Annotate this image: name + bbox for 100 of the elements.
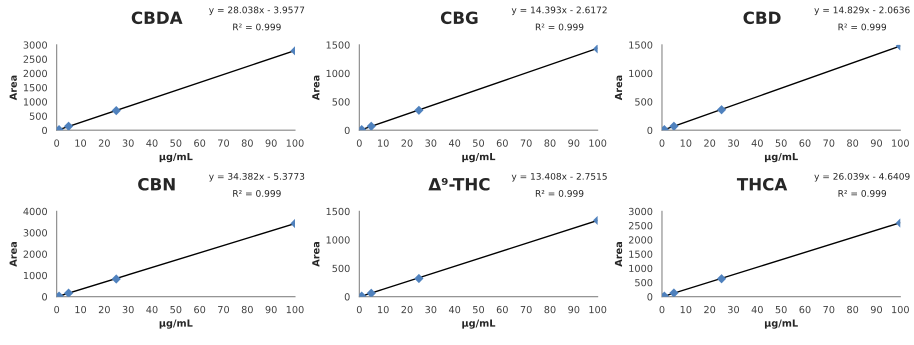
x-tick-label: 70 [823,306,834,314]
y-tick-label: 2500 [628,222,652,230]
y-tick-label: 1500 [629,250,652,258]
chart-title: CBD [744,11,781,24]
y-tick-label: 3000 [24,229,47,236]
x-tick-label: 90 [568,306,580,314]
x-tick-label: 60 [496,306,508,314]
x-tick-label: 10 [75,306,86,314]
y-tick-label: 4000 [23,208,47,216]
text: R² = 0.999 [536,24,584,30]
y-tick-label: 0 [647,293,652,301]
x-axis-title: µg/mL [462,320,496,329]
x-axis-title: µg/mL [764,153,798,162]
chart-title: CBN [138,178,175,191]
y-tick-label: 2000 [24,250,47,258]
chart-title: CBDA [132,11,183,24]
x-tick-label: 80 [847,306,858,314]
x-tick-label: 90 [870,306,882,314]
x-tick-label: 40 [448,139,460,147]
x-tick-label: 30 [728,139,740,147]
x-tick-label: 70 [823,139,834,147]
y-tick-label: 0 [344,126,350,134]
x-tick-label: 70 [218,306,230,314]
y-tick-label: 3000 [24,41,47,49]
text: R² = 0.999 [233,24,281,30]
x-tick-label: 30 [122,139,134,147]
x-tick-label: 40 [448,306,460,314]
text: y = 14.829x - 2.0636 [814,6,910,16]
x-tick-label: 50 [473,306,484,314]
chart-title: CBG [440,11,478,24]
x-tick-label: 80 [242,306,253,314]
text: R² = 0.999 [233,190,281,197]
x-tick-label: 90 [870,139,882,147]
x-tick-label: 30 [425,139,436,147]
x-tick-label: 20 [402,306,413,314]
x-tick-label: 80 [847,139,858,147]
point [366,122,376,130]
x-tick-label: 100 [892,139,909,147]
x-tick-label: 50 [776,139,787,147]
text: R² = 0.999 [838,24,886,30]
y-tick-label: 1000 [629,70,652,78]
y-tick-label: 0 [42,293,47,301]
x-tick-label: 0 [356,139,362,147]
y-tick-label: 0 [344,293,350,301]
text: y = 34.382x - 5.3773 [209,172,304,182]
point [414,106,424,115]
x-tick-label: 100 [286,139,304,147]
x-tick-label: 20 [98,306,110,314]
x-tick-label: 80 [544,306,556,314]
text: y = 28.038x - 3.9577 [209,6,304,16]
x-tick-label: 90 [568,139,580,147]
y-tick-label: 1500 [629,41,652,49]
x-axis-title: µg/mL [160,320,193,329]
x-tick-label: 70 [520,139,532,147]
y-axis-title: Area [312,76,320,100]
chart-title: THCA [736,178,788,191]
y-tick-label: 0 [647,126,652,134]
x-tick-label: 30 [122,306,134,314]
y-tick-label: 2000 [24,70,47,78]
y-tick-label: 1500 [326,41,350,49]
x-tick-label: 80 [544,139,556,147]
y-tick-label: 1500 [326,208,350,216]
y-tick-label: 500 [30,112,47,120]
y-axis-title: Area [10,76,17,100]
x-tick-label: 0 [54,139,60,147]
x-tick-label: 60 [194,139,206,147]
y-tick-label: 500 [332,264,350,272]
x-tick-label: 70 [520,306,532,314]
x-tick-label: 100 [589,139,606,147]
x-tick-label: 50 [170,306,182,314]
y-tick-label: 2500 [24,56,47,63]
point [716,274,726,284]
y-tick-label: 500 [635,278,652,286]
text: R² = 0.999 [838,190,886,197]
x-tick-label: 20 [98,139,110,147]
x-tick-label: 40 [146,139,158,147]
x-tick-label: 20 [704,139,716,147]
text: y = 26.039x - 4.6409 [814,172,910,182]
x-tick-label: 60 [799,139,811,147]
x-tick-label: 10 [378,306,389,314]
x-tick-label: 90 [266,306,277,314]
y-tick-label: 1500 [24,84,47,92]
x-tick-label: 100 [589,306,606,314]
y-tick-label: 1000 [629,264,652,272]
x-tick-label: 0 [660,306,664,314]
point [669,288,678,297]
x-tick-label: 100 [286,306,304,314]
y-tick-label: 1000 [326,70,350,78]
point [716,105,726,114]
y-tick-label: 1000 [24,272,47,280]
x-tick-label: 0 [54,306,60,314]
y-axis-title: Area [10,242,17,267]
x-tick-label: 80 [242,139,253,147]
point [366,288,376,297]
x-tick-label: 50 [473,139,484,147]
y-axis-title: Area [312,242,320,267]
x-tick-label: 40 [752,306,763,314]
x-tick-label: 30 [425,306,436,314]
x-tick-label: 10 [378,139,389,147]
x-tick-label: 60 [496,139,508,147]
